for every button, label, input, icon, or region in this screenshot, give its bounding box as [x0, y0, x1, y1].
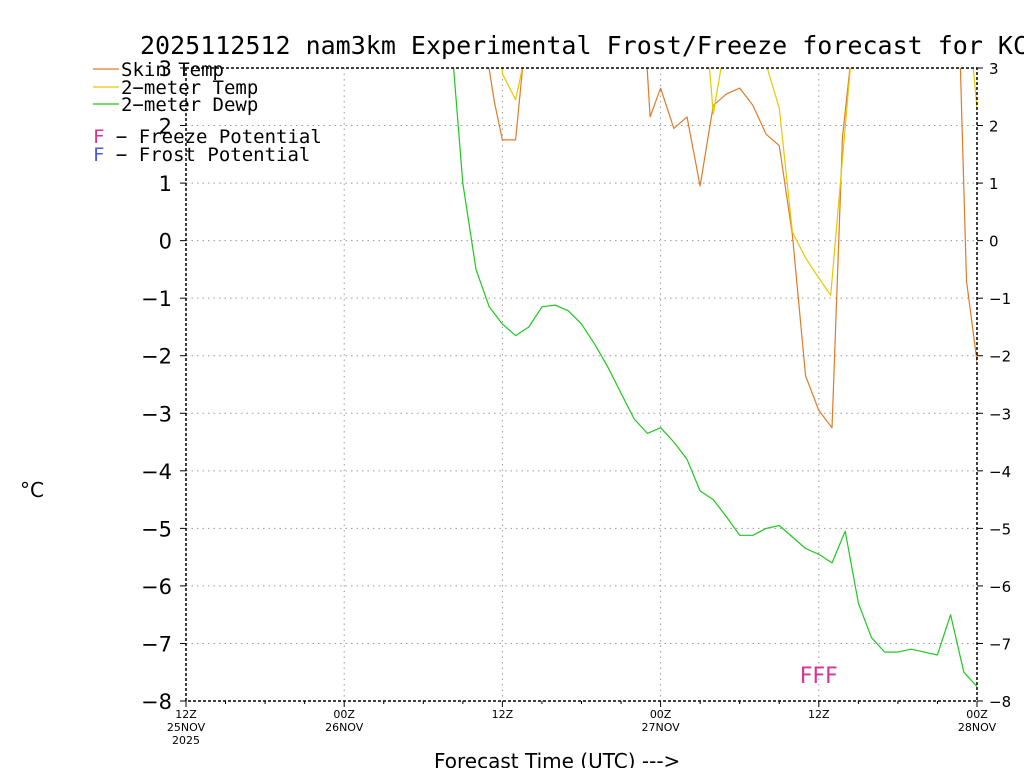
y-tick-label-left: −3	[141, 402, 172, 426]
legend-label-skin-temp: Skin Temp	[121, 59, 224, 81]
x-tick-label: 27NOV	[641, 721, 680, 734]
series-lines	[453, 68, 977, 688]
series-line-skin-temp	[646, 68, 851, 429]
x-tick-label: 12Z	[175, 708, 197, 721]
potential-letter: F	[93, 126, 104, 148]
chart-title: 2025112512 nam3km Experimental Frost/Fre…	[140, 31, 1024, 60]
series-line-skin-temp	[959, 68, 977, 362]
legend-frost-potential: F − Frost Potential	[93, 144, 310, 166]
y-tick-label-left: 0	[159, 230, 172, 254]
y-tick-label-right: −2	[989, 348, 1011, 366]
series-line-skin-temp	[488, 68, 524, 141]
y-tick-label-right: −3	[989, 405, 1011, 423]
axes	[180, 67, 983, 707]
series-line-2-meter-temp	[708, 68, 722, 115]
legend-label-2m-temp: 2−meter Temp	[121, 77, 258, 99]
series-line-2-meter-dewp	[453, 68, 977, 688]
y-tick-label-right: −4	[989, 463, 1011, 481]
y-tick-label-left: 2	[159, 115, 172, 139]
series-line-2-meter-temp	[766, 68, 851, 296]
y-tick-label-left: −7	[141, 632, 172, 656]
series-line-2-meter-temp	[972, 68, 977, 109]
series-line-2-meter-temp	[501, 68, 523, 101]
x-tick-label: 26NOV	[325, 721, 364, 734]
y-tick-label-right: −6	[989, 578, 1011, 596]
y-tick-label-right: −8	[989, 693, 1011, 711]
legend-freeze-potential: F − Freeze Potential	[93, 126, 322, 148]
y-tick-labels: 3 3 2 2 1 1 0 0 −1 −1 −2 −2 −3 −3 −4 −4 −5 −5 −6 −6 −7 −7 −8 −8	[141, 57, 1011, 714]
y-tick-label-left: −5	[141, 517, 172, 541]
y-tick-label-right: −7	[989, 635, 1011, 653]
y-tick-label-right: 0	[989, 233, 999, 251]
grid-lines	[186, 68, 977, 701]
y-tick-label-right: −1	[989, 290, 1011, 308]
y-tick-label-left: −1	[141, 287, 172, 311]
x-tick-label: 25NOV	[167, 721, 206, 734]
y-tick-label-right: −5	[989, 520, 1011, 538]
x-tick-label: 12Z	[808, 708, 830, 721]
annotations: FFF	[800, 664, 838, 689]
x-tick-label: 00Z	[333, 708, 355, 721]
x-tick-label: 12Z	[492, 708, 514, 721]
legend-label-2m-dewp: 2−meter Dewp	[121, 94, 258, 116]
y-tick-label-right: 2	[989, 118, 999, 136]
potential-letter: F	[93, 144, 104, 166]
y-tick-label-left: −2	[141, 345, 172, 369]
potential-text: − Frost Potential	[104, 144, 310, 166]
freeze-potential-marker: FFF	[800, 664, 838, 689]
x-tick-label: 28NOV	[958, 721, 997, 734]
potential-text: − Freeze Potential	[104, 126, 321, 148]
x-tick-label: 00Z	[650, 708, 672, 721]
y-tick-label-right: 1	[989, 175, 999, 193]
legend: Skin Temp 2−meter Temp 2−meter Dewp F − …	[93, 59, 322, 166]
y-tick-label-left: 3	[159, 57, 172, 81]
x-tick-label: 00Z	[966, 708, 988, 721]
y-axis-label: °C	[20, 478, 44, 502]
y-tick-label-left: −6	[141, 575, 172, 599]
y-tick-label-left: −8	[141, 690, 172, 714]
x-tick-label: 2025	[172, 734, 200, 747]
y-tick-label-left: 1	[159, 172, 172, 196]
y-tick-label-left: −4	[141, 460, 172, 484]
x-axis-label: Forecast Time (UTC) --->	[434, 749, 680, 768]
plot-frame	[185, 67, 978, 702]
y-tick-label-right: 3	[989, 60, 999, 78]
